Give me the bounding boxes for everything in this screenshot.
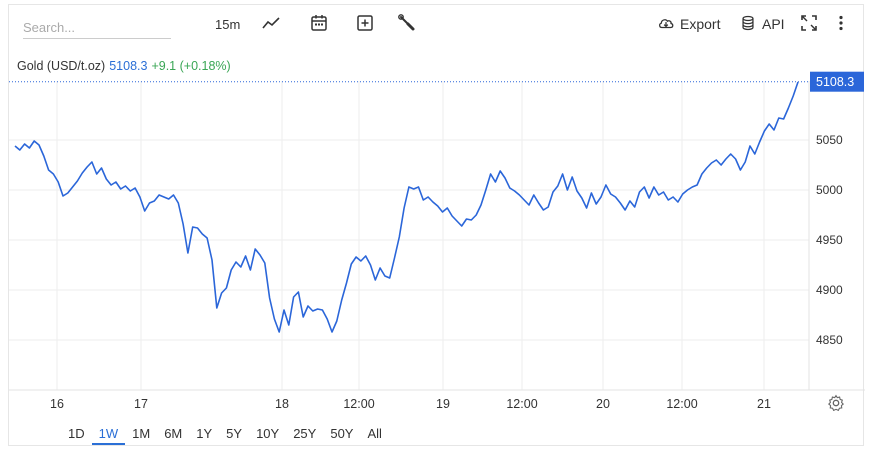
fullscreen-icon[interactable] bbox=[799, 13, 819, 33]
y-tick-label: 4850 bbox=[816, 333, 843, 347]
toolbar: 15m Export API bbox=[9, 5, 863, 43]
api-label: API bbox=[762, 16, 785, 32]
legend-value: 5108.3 bbox=[109, 59, 148, 73]
range-50y[interactable]: 50Y bbox=[330, 426, 354, 441]
x-tick-label: 19 bbox=[436, 397, 450, 411]
wrench-icon[interactable] bbox=[397, 13, 417, 33]
database-icon bbox=[739, 14, 757, 35]
export-label: Export bbox=[680, 16, 721, 32]
y-tick-label: 5000 bbox=[816, 183, 843, 197]
series-line-gold bbox=[14, 81, 799, 333]
chart-type-icon[interactable] bbox=[261, 13, 281, 33]
last-price-label: 5108.3 bbox=[816, 75, 854, 89]
x-tick-label: 12:00 bbox=[343, 397, 374, 411]
x-tick-label: 12:00 bbox=[506, 397, 537, 411]
export-button[interactable]: Export bbox=[657, 13, 720, 35]
x-tick-label: 12:00 bbox=[666, 397, 697, 411]
y-tick-label: 4950 bbox=[816, 233, 843, 247]
range-10y[interactable]: 10Y bbox=[256, 426, 280, 441]
y-tick-label: 4900 bbox=[816, 283, 843, 297]
x-tick-label: 18 bbox=[275, 397, 289, 411]
x-tick-label: 16 bbox=[50, 397, 64, 411]
search-input[interactable] bbox=[23, 13, 171, 39]
gear-icon[interactable] bbox=[827, 394, 845, 412]
last-price-badge bbox=[810, 71, 864, 92]
range-all[interactable]: All bbox=[367, 426, 382, 441]
chart-widget: 15m Export API bbox=[8, 4, 865, 446]
legend-change: +9.1 (+0.18%) bbox=[151, 59, 231, 73]
range-1y[interactable]: 1Y bbox=[196, 426, 213, 441]
y-tick-label: 5050 bbox=[816, 133, 843, 147]
range-1m[interactable]: 1M bbox=[132, 426, 151, 441]
x-tick-label: 21 bbox=[757, 397, 771, 411]
range-5y[interactable]: 5Y bbox=[226, 426, 243, 441]
interval-selector[interactable]: 15m bbox=[215, 16, 241, 32]
range-1d[interactable]: 1D bbox=[68, 426, 85, 441]
x-tick-label: 20 bbox=[596, 397, 610, 411]
calendar-icon[interactable] bbox=[309, 13, 329, 33]
range-1w[interactable]: 1W bbox=[91, 421, 126, 445]
add-indicator-icon[interactable] bbox=[355, 13, 375, 33]
price-chart[interactable]: 4850 4900 4950 5000 5050 5108.3 16 17 18 12:00 19 1… bbox=[9, 5, 865, 417]
api-button[interactable]: API bbox=[739, 13, 785, 35]
range-25y[interactable]: 25Y bbox=[293, 426, 317, 441]
range-6m[interactable]: 6M bbox=[164, 426, 183, 441]
chart-legend: Gold (USD/t.oz) 5108.3 +9.1 (+0.18%) bbox=[17, 59, 231, 73]
more-icon[interactable] bbox=[831, 13, 851, 33]
legend-symbol: Gold (USD/t.oz) bbox=[17, 59, 106, 73]
x-tick-label: 17 bbox=[134, 397, 148, 411]
cloud-download-icon bbox=[657, 14, 675, 35]
range-selector: 1D 1W 1M 6M 1Y 5Y 10Y 25Y 50Y All bbox=[61, 421, 389, 445]
